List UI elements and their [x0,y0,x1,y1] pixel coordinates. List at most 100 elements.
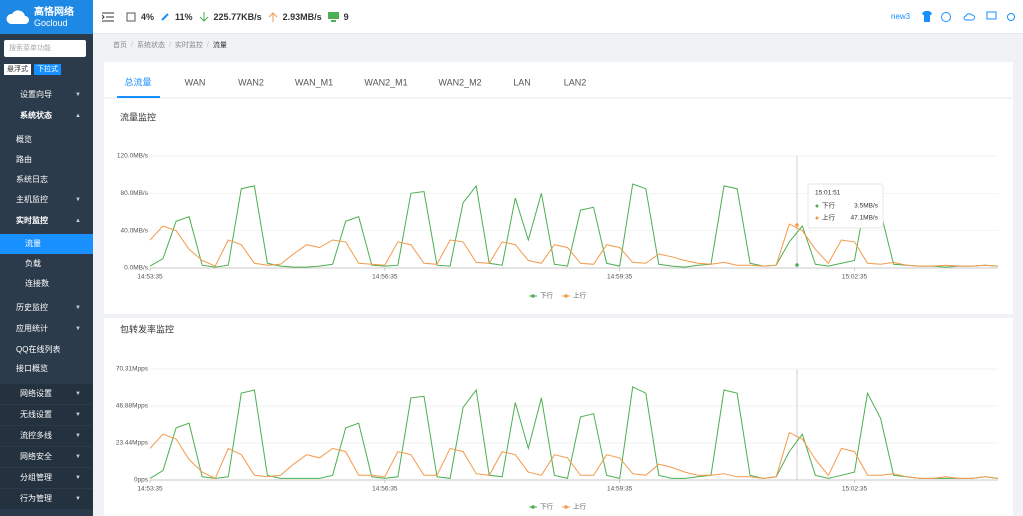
menu-item[interactable]: 系统状态 ▲ [20,111,81,120]
menu-label: 设置向导 [20,90,52,99]
tab[interactable]: LAN [513,77,531,87]
crumb[interactable]: 首页 [113,42,127,49]
legend-label: 上行 [573,502,587,511]
menu-item[interactable]: 网络安全 ▼ [0,447,93,467]
menu-label: 行为管理 [20,494,52,503]
terminal-count: 9 [343,11,349,22]
crumb[interactable]: 系统状态 [131,40,165,50]
x-tick-label: 14:59:35 [607,274,633,281]
tab[interactable]: LAN2 [564,77,587,87]
header-icons[interactable] [921,11,1021,23]
menu-item[interactable]: 系统日志 [16,175,48,184]
legend-label: 上行 [573,291,587,300]
x-tick-label: 14:53:35 [137,486,163,493]
menu-label: 系统状态 [20,111,52,120]
tooltip-name: 下行 [822,201,836,210]
y-tick-label: 80.0MB/s [121,190,149,197]
tab[interactable]: WAN [185,77,206,87]
user-name[interactable]: new3 [891,12,911,21]
series-line [149,223,999,267]
memory-usage: 11% [175,11,193,22]
y-tick-label: 46.88Mpps [116,403,149,410]
logo-title: 高恪网络 [34,6,74,18]
menu-label: 网络设置 [20,389,52,398]
y-tick-label: 70.31Mpps [116,366,149,373]
tab[interactable]: WAN2_M1 [364,77,407,87]
x-tick-label: 14:59:35 [607,486,633,493]
chart-title: 流量监控 [120,111,156,122]
logo: 高恪网络 Gocloud [0,0,93,34]
legend-label: 下行 [540,502,554,511]
cursor-dot [795,263,799,267]
menu-item[interactable]: 负载 [25,259,41,268]
menu-label: 分组管理 [20,473,52,482]
menu-item[interactable]: QQ在线列表 [16,345,61,354]
header: 4% 11% 225.77KB/s 2.93MB/s 9 new3 [93,0,1023,34]
menu-item[interactable]: 连接数 [25,279,49,288]
series-line [149,183,999,268]
terminal-icon [327,11,339,22]
series-line [149,431,999,480]
cpu-usage: 4% [141,11,155,22]
series-line [149,386,999,480]
upload-rate: 2.93MB/s [282,11,322,22]
crumb[interactable]: 实时监控 [169,40,203,50]
menu-item[interactable]: 实时监控 ▲ [16,216,81,225]
menu-item[interactable]: 应用统计 ▼ [16,324,81,333]
menu-item[interactable]: 网络设置 ▼ [0,384,93,404]
menu-item[interactable]: 无线设置 ▼ [0,405,93,425]
tooltip-value: 47.1MB/s [851,215,879,222]
y-tick-label: 120.0MB/s [117,153,149,160]
menu-item[interactable]: 路由 [16,155,32,164]
menu-search[interactable]: 搜索菜单功能 [4,40,86,57]
menu-item[interactable]: 接口概览 [16,364,48,373]
chart-title: 包转发率监控 [120,323,174,334]
tab[interactable]: WAN2_M2 [438,77,481,87]
menu-label: 流控多线 [20,431,52,440]
x-tick-label: 14:56:35 [372,486,398,493]
x-tick-label: 15:02:35 [842,274,868,281]
mode-button[interactable]: 下拉式 [34,64,61,75]
menu-item[interactable]: 分组管理 ▼ [0,468,93,488]
menu-item[interactable]: 流控多线 ▼ [0,426,93,446]
legend-symbol [531,505,535,509]
menu-item[interactable]: 行为管理 ▼ [0,489,93,509]
logo-subtitle: Gocloud [34,17,68,28]
tooltip-dot [815,216,819,220]
y-tick-label: 0pps [134,477,149,484]
breadcrumb: 首页 系统状态 实时监控 流量 [113,40,227,50]
y-tick-label: 40.0MB/s [121,227,149,234]
menu-label: 主机监控 [16,195,48,204]
y-tick-label: 23.44Mpps [116,440,149,447]
menu-label: 无线设置 [20,410,52,419]
download-icon [199,11,208,22]
legend-symbol [531,294,535,298]
tab[interactable]: WAN2 [238,77,264,87]
menu-item[interactable]: 设置向导 ▼ [20,90,81,99]
menu-item[interactable]: 主机监控 ▼ [16,195,81,204]
menu-item[interactable]: 概览 [16,135,32,144]
upload-icon [268,11,277,22]
legend-symbol [564,505,568,509]
menu-item[interactable]: 流量 [0,234,93,254]
tooltip-value: 3.5MB/s [854,203,879,210]
x-tick-label: 14:56:35 [372,274,398,281]
menu-item[interactable]: 历史监控 ▼ [16,303,81,312]
legend-label: 下行 [540,291,554,300]
y-tick-label: 0.0MB/s [124,265,149,272]
menu-toggle[interactable] [102,12,114,22]
menu-label: 应用统计 [16,324,48,333]
menu-label: 网络安全 [20,452,52,461]
tooltip-name: 上行 [822,213,836,222]
tab[interactable]: WAN_M1 [295,77,333,87]
tab[interactable]: 总流量 [124,76,151,87]
cpu-icon [126,12,136,21]
download-rate: 225.77KB/s [213,11,262,22]
cursor-dot [795,223,799,227]
x-tick-label: 15:02:35 [842,486,868,493]
card [104,318,1013,516]
mode-button[interactable]: 悬浮式 [4,64,31,75]
menu-label: 实时监控 [16,216,48,225]
